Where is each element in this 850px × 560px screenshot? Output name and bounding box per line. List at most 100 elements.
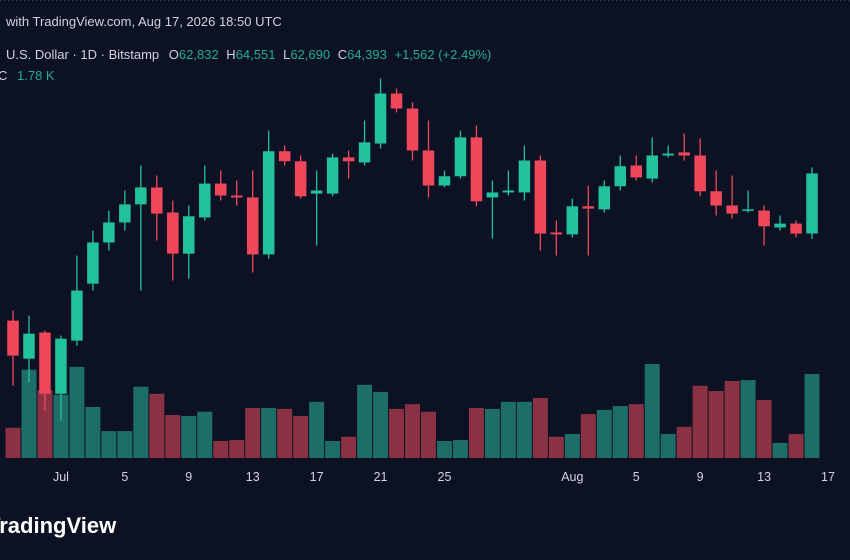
candle-body	[454, 137, 467, 177]
candle-body	[246, 197, 259, 255]
volume-bar	[436, 441, 452, 458]
volume-bar	[325, 441, 341, 458]
candle-body	[758, 210, 770, 227]
watermark: TradingView	[0, 513, 117, 538]
x-tick-label: Aug	[561, 470, 583, 484]
volume-bar	[532, 398, 548, 458]
open-key: O	[169, 47, 179, 62]
candle-body	[262, 151, 275, 255]
volume-bar	[197, 411, 213, 458]
candle-body	[710, 191, 722, 206]
candle-body	[7, 320, 19, 356]
candle-body	[39, 332, 51, 394]
volume-bar	[660, 433, 676, 458]
volume-bar	[101, 431, 117, 458]
candle-body	[230, 195, 243, 198]
x-tick-label: 25	[438, 470, 452, 484]
x-tick-label: 9	[697, 470, 704, 484]
volume-bar	[804, 373, 820, 458]
x-tick-label: 5	[633, 470, 640, 484]
volume-bar	[85, 407, 101, 458]
candle-body	[374, 93, 387, 144]
volume-bar	[756, 399, 772, 458]
x-tick-label: 17	[821, 470, 835, 484]
volume-bar	[309, 401, 325, 458]
volume-bar	[5, 427, 21, 458]
candle-body	[310, 190, 323, 194]
volume-bar	[133, 386, 149, 458]
candle-body	[550, 232, 563, 235]
close-value: 64,393	[347, 47, 387, 62]
candle-body	[135, 187, 147, 205]
candle-body	[71, 290, 83, 341]
open-value: 62,832	[179, 47, 219, 62]
volume-key: C	[0, 68, 7, 83]
candle-body	[119, 204, 131, 223]
plot-area: Jul 5 9 13 17 21 25 Aug 5 9 13 17	[0, 0, 850, 484]
volume-bar	[740, 380, 756, 458]
volume-bar	[69, 366, 85, 458]
source-line: with TradingView.com, Aug 17, 2026 18:50…	[5, 14, 282, 29]
volume-bar	[293, 415, 309, 458]
x-tick-label: 13	[757, 470, 771, 484]
candle-body	[390, 93, 403, 109]
candle-body	[518, 160, 531, 193]
candle-body	[630, 165, 642, 178]
volume-bar	[53, 394, 69, 458]
volume-bar	[277, 408, 293, 458]
volume-bar	[213, 441, 229, 458]
volume-bar	[421, 411, 436, 458]
volume-bar	[692, 385, 708, 458]
volume-bar	[229, 440, 245, 458]
volume-bar	[389, 408, 405, 458]
volume-bar	[452, 440, 468, 458]
volume-legend: C 1.78 K	[0, 68, 55, 83]
candle-body	[486, 192, 499, 198]
candle-body	[103, 222, 115, 243]
candle-body	[342, 157, 355, 162]
change: +1,562 (+2.49%)	[394, 47, 491, 62]
volume-bar	[117, 431, 133, 458]
volume-bar	[468, 407, 484, 458]
candle-body	[742, 209, 754, 211]
candle-body	[806, 173, 818, 234]
candle-body	[678, 152, 690, 156]
candle-body	[326, 157, 339, 194]
volume-bar	[788, 433, 804, 458]
candle-body	[614, 166, 627, 187]
candle-body	[294, 161, 307, 197]
candle-body	[566, 206, 579, 235]
volume-bar	[500, 401, 516, 458]
candle-body	[167, 212, 179, 254]
volume-bar	[612, 406, 628, 458]
candle-body	[422, 150, 435, 186]
candle-body	[790, 223, 802, 234]
candle-body	[470, 137, 483, 202]
candle-body	[151, 187, 163, 214]
candle-body	[646, 155, 658, 179]
candle-body	[726, 205, 738, 214]
volume-bar	[181, 415, 197, 458]
volume-bar	[37, 390, 53, 458]
candle-body	[358, 142, 371, 163]
candle-body	[438, 176, 451, 186]
volume-bar	[772, 442, 788, 458]
volume-bar	[676, 426, 692, 458]
legend-line: U.S. Dollar · 1D · Bitstamp O62,832 H64,…	[6, 47, 491, 62]
candle-body	[598, 186, 611, 210]
candle-body	[582, 206, 595, 209]
volume-bar	[628, 404, 644, 458]
volume-bar	[580, 414, 596, 458]
candle-body	[502, 190, 515, 193]
low-value: 62,690	[290, 47, 330, 62]
volume-bar	[21, 369, 37, 458]
high-key: H	[226, 47, 235, 62]
x-tick-label: 17	[310, 470, 324, 484]
volume-bar	[564, 433, 580, 458]
close-key: C	[338, 47, 347, 62]
candle-body	[278, 151, 291, 162]
x-tick-label: 21	[374, 470, 388, 484]
volume-bar	[484, 408, 500, 458]
